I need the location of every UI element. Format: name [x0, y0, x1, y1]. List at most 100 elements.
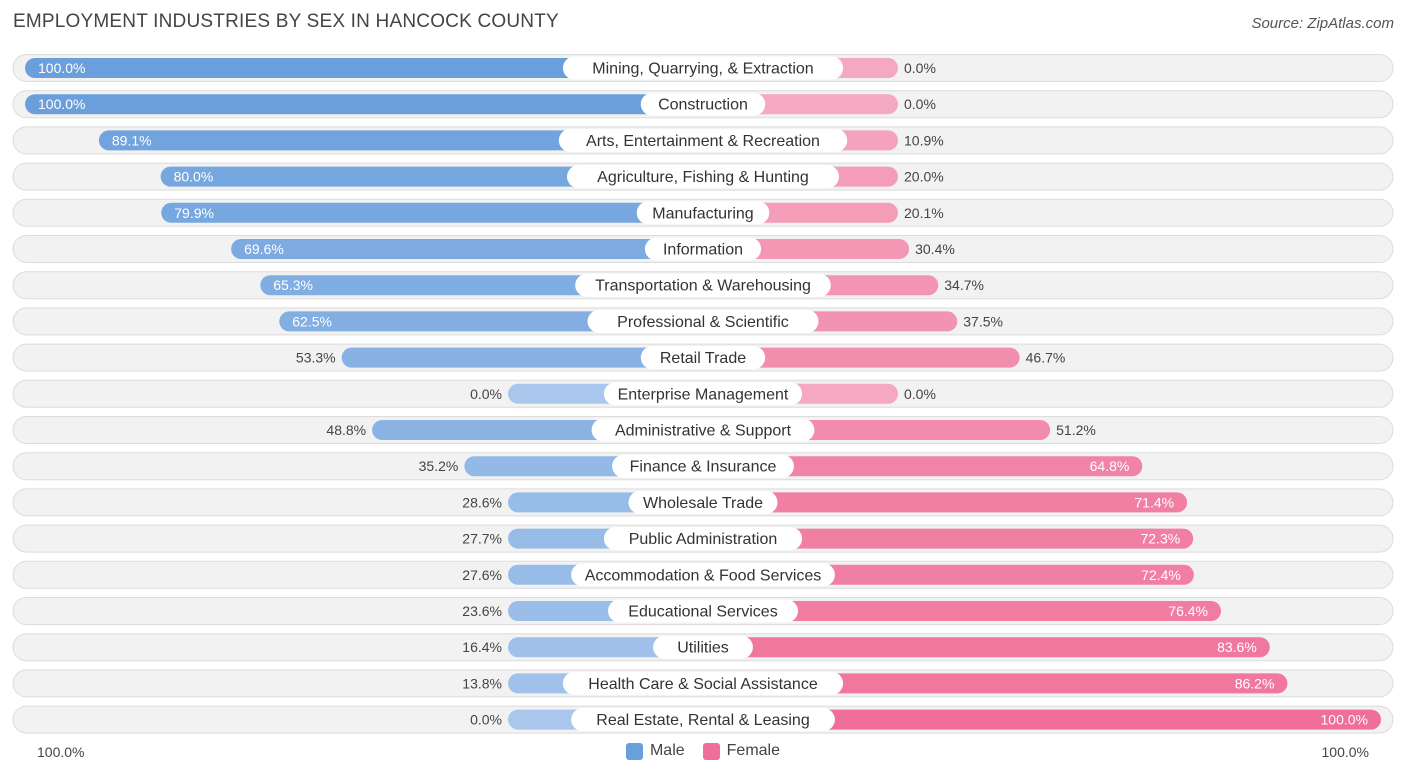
- legend-item-female[interactable]: Female: [702, 742, 781, 760]
- value-label-male: 0.0%: [470, 712, 502, 728]
- bar-female: [703, 492, 1188, 513]
- legend-swatch-male: [625, 742, 643, 760]
- value-label-male: 28.6%: [462, 494, 502, 510]
- value-label-female: 71.4%: [1134, 494, 1174, 510]
- value-label-female: 72.4%: [1141, 567, 1181, 583]
- value-label-female: 51.2%: [1056, 422, 1096, 438]
- value-label-male: 35.2%: [419, 458, 459, 474]
- category-pill: [603, 382, 803, 406]
- value-label-female: 10.9%: [904, 132, 944, 148]
- category-label: Retail Trade: [660, 350, 746, 367]
- value-label-female: 76.4%: [1168, 603, 1208, 619]
- category-label: Finance & Insurance: [630, 459, 777, 476]
- value-label-female: 0.0%: [904, 96, 936, 112]
- category-label: Arts, Entertainment & Recreation: [586, 133, 820, 150]
- category-pill: [640, 92, 766, 116]
- bar-female: [703, 637, 1270, 658]
- value-label-female: 37.5%: [963, 313, 1003, 329]
- category-pill: [612, 454, 794, 478]
- category-label: Information: [663, 242, 743, 259]
- value-label-female: 30.4%: [915, 241, 955, 257]
- value-label-male: 89.1%: [112, 132, 152, 148]
- category-pill: [636, 201, 770, 225]
- category-pill: [603, 527, 803, 551]
- category-pill: [571, 708, 835, 732]
- value-label-male: 62.5%: [292, 313, 332, 329]
- category-pill: [628, 490, 778, 514]
- value-label-female: 64.8%: [1090, 458, 1130, 474]
- value-label-female: 83.6%: [1217, 639, 1257, 655]
- value-label-male: 69.6%: [244, 241, 284, 257]
- value-label-female: 0.0%: [904, 386, 936, 402]
- category-label: Professional & Scientific: [617, 314, 789, 331]
- category-pill: [575, 273, 831, 297]
- source-label: Source: ZipAtlas.com: [1251, 15, 1394, 32]
- value-label-male: 100.0%: [38, 60, 85, 76]
- value-label-male: 13.8%: [462, 675, 502, 691]
- value-label-male: 79.9%: [174, 205, 214, 221]
- category-pill: [640, 346, 766, 370]
- value-label-male: 27.6%: [462, 567, 502, 583]
- category-pill: [653, 635, 753, 659]
- chart-area: 100.0% 0.0% Mining, Quarrying, & Extractio…: [12, 54, 1394, 734]
- bar-female: [703, 456, 1143, 477]
- category-pill: [591, 418, 815, 442]
- category-pill: [558, 128, 848, 152]
- legend-item-male[interactable]: Male: [625, 742, 685, 760]
- category-label: Enterprise Management: [618, 386, 789, 403]
- bar-male: [341, 347, 703, 368]
- bar-male: [25, 58, 703, 78]
- bar-female: [703, 601, 1221, 621]
- value-label-female: 86.2%: [1235, 675, 1275, 691]
- bar-female: [703, 347, 1020, 368]
- category-label: Health Care & Social Assistance: [588, 676, 818, 693]
- bar-male: [161, 202, 703, 223]
- category-label: Educational Services: [628, 604, 777, 621]
- category-label: Real Estate, Rental & Leasing: [596, 712, 809, 729]
- value-label-female: 20.1%: [904, 205, 944, 221]
- legend: Male Female: [0, 742, 1406, 760]
- value-label-female: 34.7%: [944, 277, 984, 293]
- category-label: Manufacturing: [652, 205, 753, 222]
- category-label: Agriculture, Fishing & Hunting: [597, 169, 809, 186]
- value-label-male: 0.0%: [470, 386, 502, 402]
- value-label-female: 0.0%: [904, 60, 936, 76]
- category-pill: [587, 309, 819, 333]
- category-label: Wholesale Trade: [643, 495, 763, 512]
- value-label-male: 48.8%: [326, 422, 366, 438]
- category-label: Construction: [658, 97, 748, 114]
- category-label: Mining, Quarrying, & Extraction: [592, 61, 813, 78]
- bar-female: [703, 709, 1381, 730]
- value-label-male: 100.0%: [38, 96, 85, 112]
- value-label-male: 23.6%: [462, 603, 502, 619]
- value-label-male: 65.3%: [273, 277, 313, 293]
- chart-title: EMPLOYMENT INDUSTRIES BY SEX IN HANCOCK …: [13, 11, 559, 32]
- legend-label-male: Male: [649, 742, 685, 759]
- value-label-male: 16.4%: [462, 639, 502, 655]
- category-pill: [644, 237, 762, 261]
- category-pill: [608, 599, 798, 623]
- category-label: Transportation & Warehousing: [595, 278, 811, 295]
- axis-right-label: 100.0%: [1321, 744, 1369, 760]
- axis-left-label: 100.0%: [37, 744, 85, 760]
- bar-male: [160, 166, 704, 187]
- bar-female: [703, 673, 1288, 694]
- category-pill: [571, 563, 835, 587]
- value-label-male: 80.0%: [174, 169, 214, 185]
- legend-label-female: Female: [726, 742, 781, 759]
- bar-male: [25, 94, 703, 115]
- bar-male: [231, 239, 703, 259]
- bar-male: [98, 130, 704, 151]
- value-label-female: 100.0%: [1321, 712, 1368, 728]
- value-label-female: 20.0%: [904, 169, 944, 185]
- value-label-male: 27.7%: [462, 531, 502, 547]
- category-label: Administrative & Support: [615, 423, 792, 440]
- category-pill: [567, 165, 839, 189]
- category-label: Utilities: [677, 640, 729, 657]
- value-label-female: 72.3%: [1140, 531, 1180, 547]
- category-label: Public Administration: [629, 531, 778, 548]
- category-pill: [562, 56, 844, 80]
- value-label-female: 46.7%: [1026, 350, 1066, 366]
- value-label-male: 53.3%: [296, 350, 336, 366]
- category-label: Accommodation & Food Services: [585, 567, 822, 584]
